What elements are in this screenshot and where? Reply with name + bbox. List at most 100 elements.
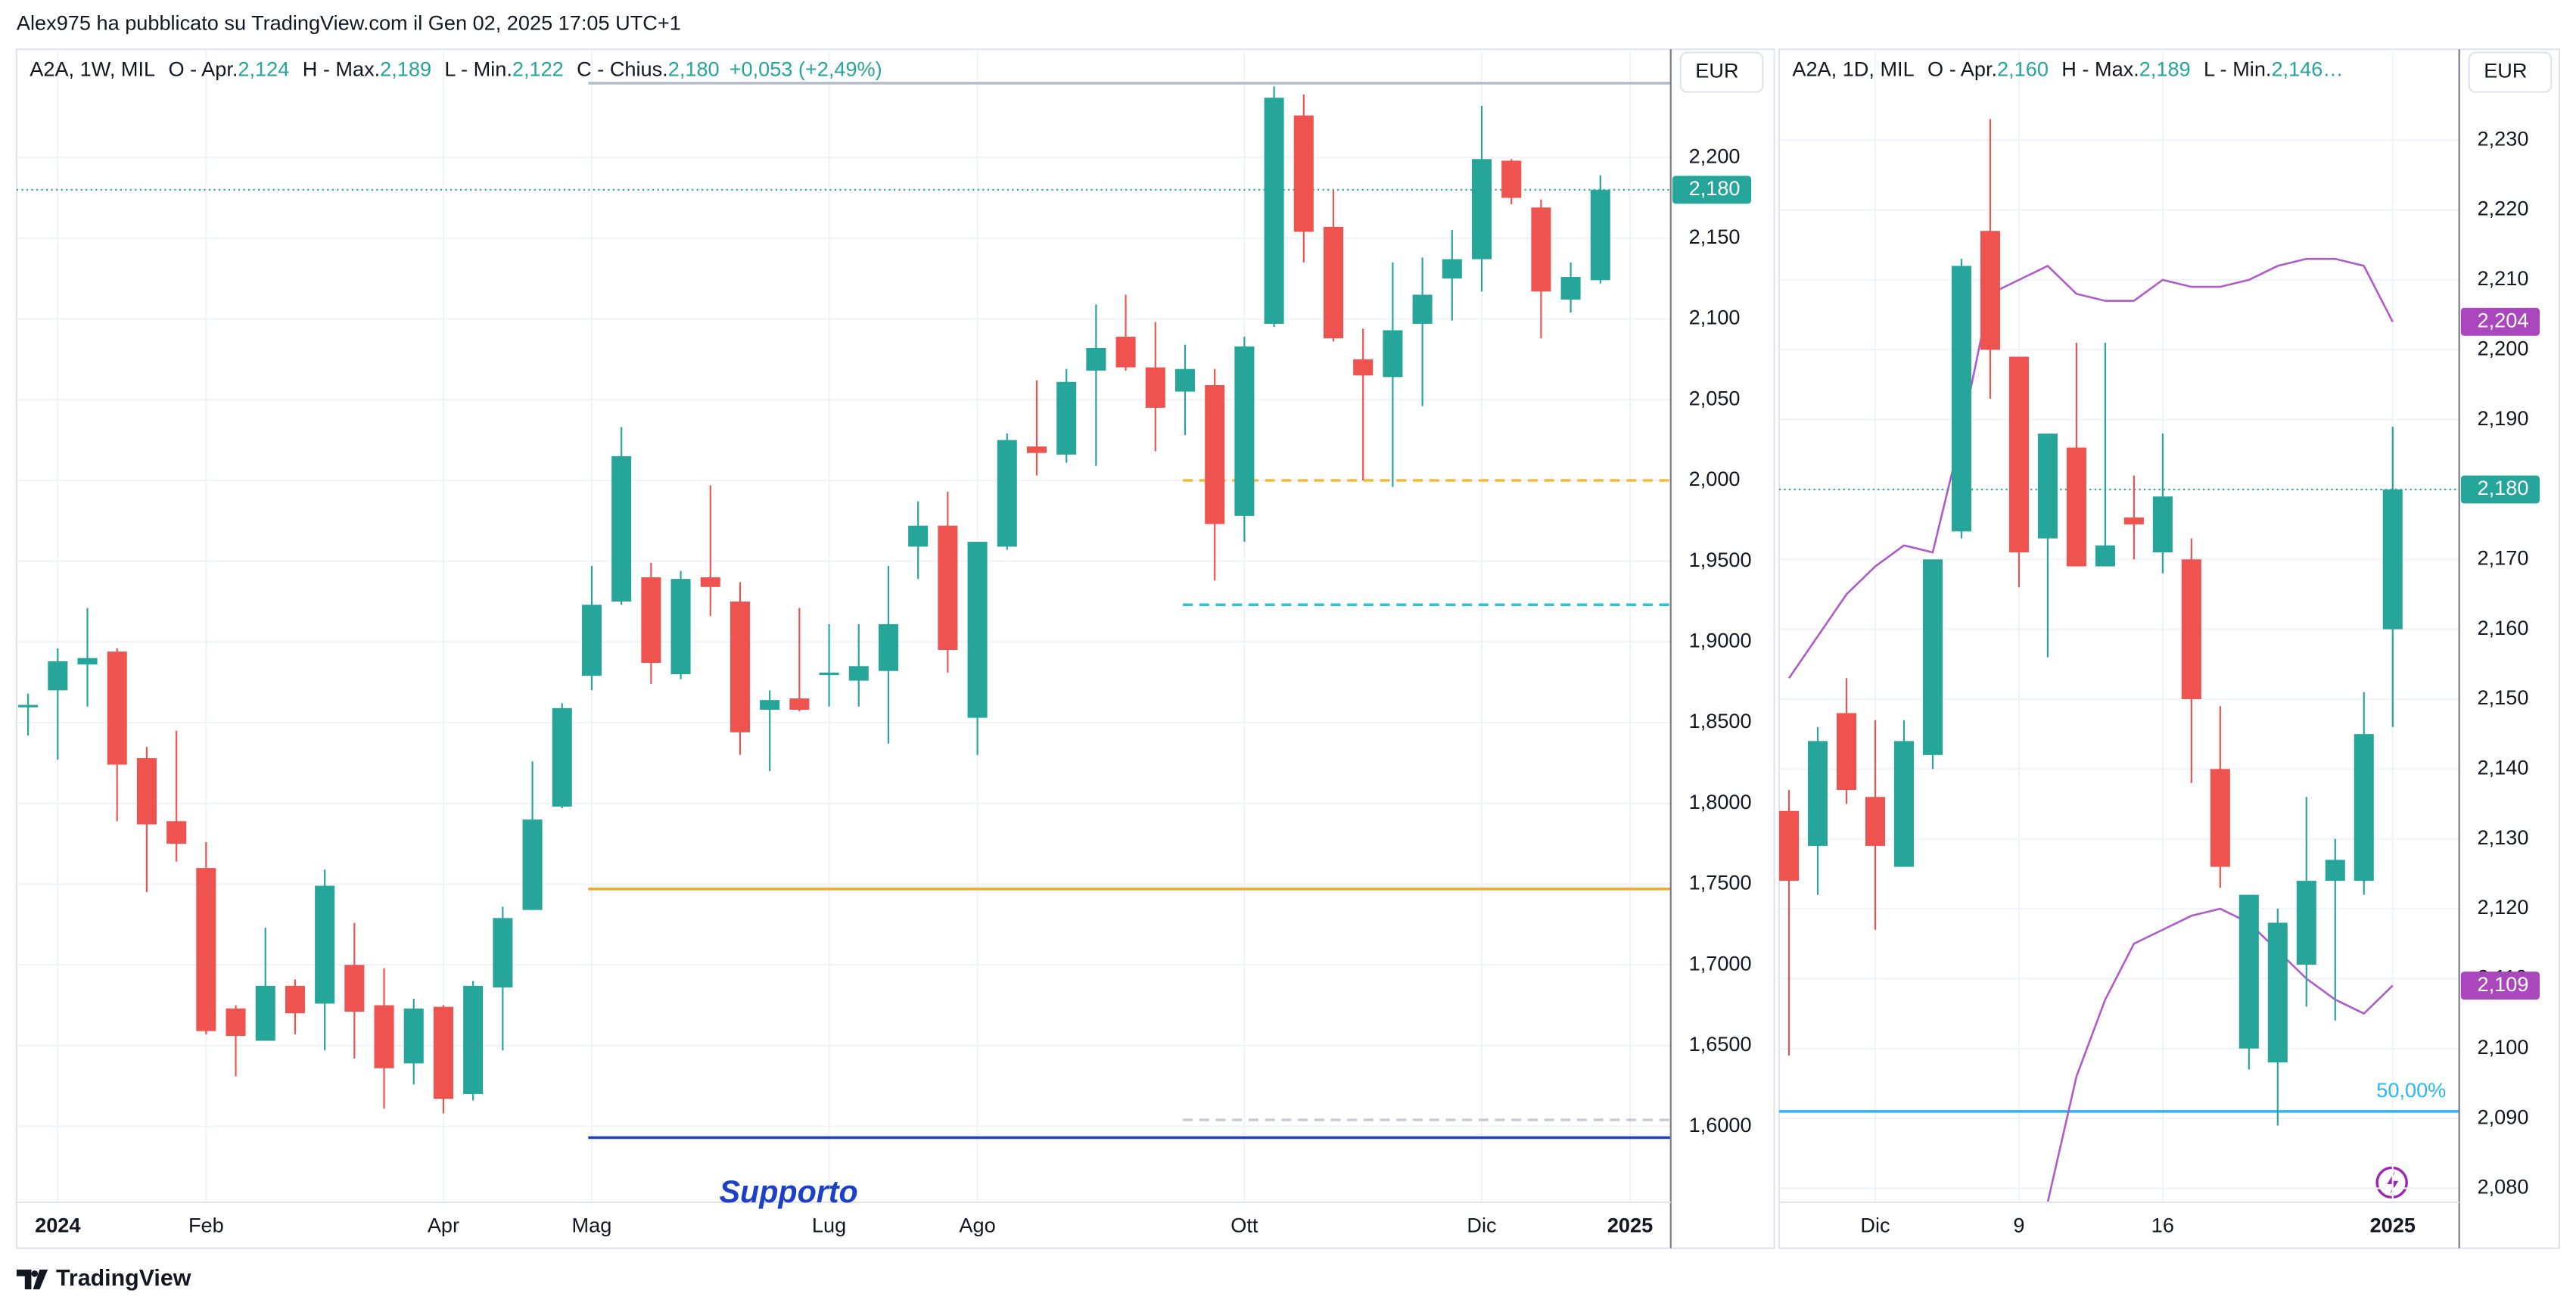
candle-body [226, 1008, 246, 1037]
y-tick-label: 1,7000 [1689, 951, 1752, 975]
candle-body [2382, 489, 2403, 630]
candle-body [730, 602, 750, 732]
y-tick-label: 2,210 [2478, 266, 2529, 290]
x-tick-label: 2024 [35, 1214, 80, 1237]
y-tick-label: 1,6500 [1689, 1032, 1752, 1056]
candle-body [255, 985, 275, 1041]
candle-body [1980, 231, 2000, 350]
candle-body [1560, 277, 1581, 300]
currency-box [2468, 51, 2553, 93]
candle-body [878, 623, 898, 671]
candle-body [2210, 769, 2230, 867]
y-tick-label: 2,230 [2478, 126, 2529, 150]
y-tick-label: 2,130 [2478, 826, 2529, 849]
candle-body [2095, 545, 2115, 567]
candle-body [1779, 810, 1800, 881]
line-label: 50,00% [2376, 1078, 2446, 1102]
legend: A2A, 1D, MIL O - Apr.2,160 H - Max.2,189 L … [1792, 58, 2343, 81]
candle-body [196, 868, 216, 1031]
currency: EUR [2484, 59, 2527, 82]
price-label-box [2460, 475, 2540, 504]
y-tick-label: 2,160 [2478, 616, 2529, 639]
legend-symbol: A2A, 1D, MIL [1792, 58, 1914, 81]
currency-box [1679, 51, 1764, 93]
candle-body [1951, 266, 1971, 532]
legend-change: +0,053 (+2,49%) [730, 58, 882, 81]
y-tick-label: 2,190 [2478, 406, 2529, 430]
legend-field: O - Apr. [1927, 58, 1997, 81]
candle-body [2066, 447, 2086, 567]
x-tick-label: Ago [959, 1214, 995, 1237]
candle-body [463, 985, 484, 1094]
candle-body [1383, 330, 1403, 378]
candle-body [2354, 734, 2374, 881]
candle-body [2181, 559, 2201, 699]
y-tick-label: 2,090 [2478, 1105, 2529, 1128]
candle-body [997, 440, 1017, 547]
candle-body [967, 542, 988, 718]
y-tick-label: 2,200 [1689, 144, 1741, 167]
x-tick-label: Ott [1230, 1214, 1258, 1237]
candle-body [136, 758, 157, 825]
plot [16, 49, 1671, 1202]
y-tick-label: 2,120 [2478, 895, 2529, 919]
price-label: 2,109 [2478, 972, 2529, 996]
legend-field: L - Min. [444, 58, 512, 81]
x-tick-label: Mag [572, 1214, 612, 1237]
legend-field: H - Max. [2061, 58, 2139, 81]
price-label: 2,204 [2478, 308, 2529, 331]
tradingview-logo [16, 1269, 48, 1289]
y-tick-label: 1,6000 [1689, 1113, 1752, 1136]
pane-right [1778, 48, 2561, 1249]
candle-body [611, 456, 632, 602]
price-label: 2,180 [1689, 176, 1741, 200]
candle-body [1026, 446, 1047, 453]
legend-symbol: A2A, 1W, MIL [30, 58, 155, 81]
y-tick-label: 1,9000 [1689, 629, 1752, 652]
y-tick-label: 1,7500 [1689, 871, 1752, 894]
candle-body [1412, 294, 1433, 324]
annotation: Supporto [720, 1174, 858, 1209]
legend-value: 2,122 [512, 58, 564, 81]
candle-body [848, 666, 869, 681]
candle-body [789, 698, 810, 710]
candle-body [1234, 346, 1255, 516]
candle-body [107, 651, 127, 765]
candle-body [670, 579, 691, 675]
candle-body [77, 658, 98, 665]
x-tick-label: Dic [1860, 1214, 1890, 1237]
candle-body [1865, 797, 1886, 846]
currency: EUR [1695, 59, 1738, 82]
candle-body [344, 965, 365, 1012]
candle-body [1293, 115, 1314, 232]
candle-body [1353, 359, 1374, 376]
candle-body [938, 525, 958, 651]
x-tick-label: 2025 [2370, 1214, 2416, 1237]
y-tick-label: 2,150 [2478, 686, 2529, 709]
legend: A2A, 1W, MIL O - Apr.2,124 H - Max.2,189 L … [30, 58, 882, 81]
candle-body [18, 704, 39, 707]
candle-body [1531, 207, 1551, 292]
plot [1779, 49, 2459, 1202]
candle-body [2325, 860, 2345, 881]
candle-body [1174, 368, 1196, 392]
candle-body [2267, 922, 2288, 1063]
candle-body [433, 1006, 453, 1099]
price-label-box [2460, 972, 2540, 1000]
header: Alex975 ha pubblicato su TradingView.com… [17, 11, 681, 35]
legend-field: H - Max. [303, 58, 380, 81]
candle-body [700, 577, 720, 587]
candle-body [1056, 381, 1077, 455]
price-label-box [2460, 307, 2540, 336]
y-tick-label: 1,8000 [1689, 790, 1752, 813]
y-tick-label: 2,100 [1689, 306, 1741, 329]
candle-body [1590, 189, 1610, 281]
pane-left [15, 48, 1775, 1249]
legend-value: 2,180 [668, 58, 720, 81]
candle-body [48, 661, 68, 691]
candle-body [1922, 559, 1943, 755]
y-tick-label: 2,220 [2478, 197, 2529, 220]
